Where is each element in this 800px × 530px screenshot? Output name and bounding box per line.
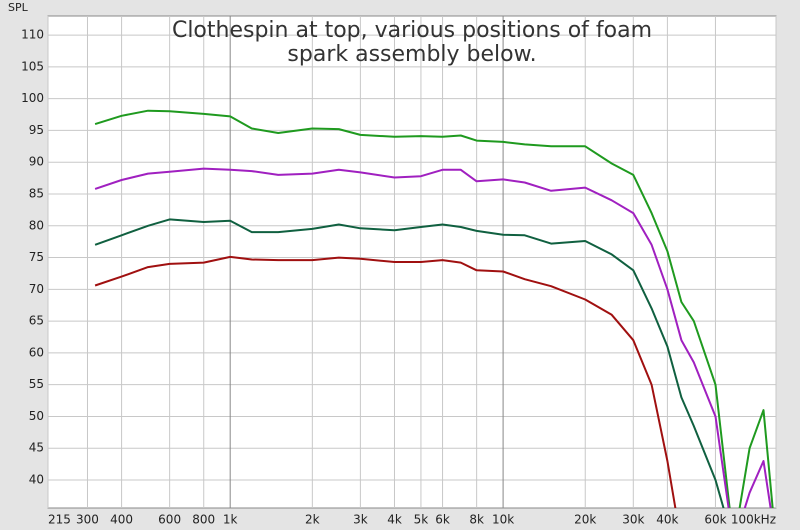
chart-title: spark assembly below. [287,42,536,67]
grid [47,16,777,508]
x-tick-label: 4k [387,513,402,527]
y-tick-label: 65 [29,314,44,328]
chart-title: Clothespin at top, various positions of … [172,18,652,43]
y-tick-label: 100 [21,91,44,105]
y-axis-label: SPL [8,1,29,14]
y-tick-label: 40 [29,473,44,487]
y-tick-label: 95 [29,123,44,137]
x-tick-label: 8k [469,513,484,527]
x-tick-label: 800 [192,513,215,527]
x-tick-label: 400 [110,513,133,527]
series-line [94,109,774,508]
y-tick-label: 70 [29,282,44,296]
x-tick-label: 30k [622,513,644,527]
y-tick-label: 55 [29,377,44,391]
y-tick-label: 110 [21,28,44,42]
x-tick-label: 600 [158,513,181,527]
x-tick-label: 6k [435,513,450,527]
y-tick-label: 85 [29,186,44,200]
y-tick-label: 90 [29,155,44,169]
x-tick-label: 2k [305,513,320,527]
x-tick-label: 300 [76,513,99,527]
series-line [94,255,677,508]
x-tick-label: 5k [414,513,429,527]
x-tick-label: 60k [704,513,726,527]
x-tick-label: 215 [48,513,71,527]
x-tick-label: 1k [223,513,238,527]
series-line [94,167,772,508]
x-tick-label: 10k [492,513,514,527]
x-tick-label: 3k [353,513,368,527]
x-tick-label: 40k [656,513,678,527]
y-tick-label: 50 [29,409,44,423]
y-tick-label: 75 [29,250,44,264]
y-tick-label: 105 [21,59,44,73]
y-tick-label: 60 [29,345,44,359]
y-tick-label: 45 [29,441,44,455]
x-tick-label: 20k [574,513,596,527]
y-tick-label: 80 [29,218,44,232]
series-line [94,218,725,508]
x-tick-label: 100kHz [731,513,776,527]
